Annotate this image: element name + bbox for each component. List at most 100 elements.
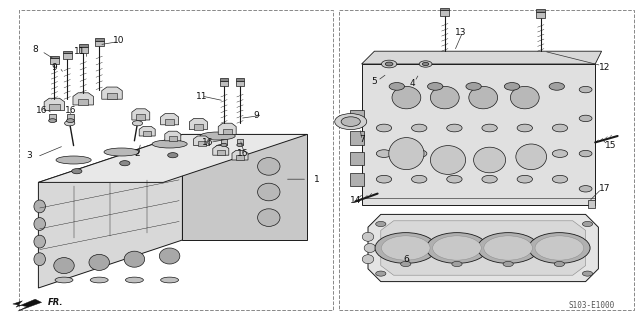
- Circle shape: [168, 153, 178, 158]
- Text: 14: 14: [349, 196, 361, 204]
- Circle shape: [67, 119, 74, 123]
- Circle shape: [419, 61, 432, 67]
- Circle shape: [376, 175, 392, 183]
- Bar: [63, 53, 72, 59]
- Bar: [50, 58, 59, 64]
- Ellipse shape: [258, 183, 280, 201]
- Circle shape: [216, 145, 226, 150]
- Ellipse shape: [34, 253, 45, 266]
- Polygon shape: [368, 214, 598, 282]
- Ellipse shape: [34, 200, 45, 213]
- Text: 9: 9: [253, 111, 259, 120]
- Ellipse shape: [362, 255, 374, 264]
- Text: 2: 2: [135, 149, 140, 158]
- Ellipse shape: [430, 146, 466, 174]
- Bar: [95, 38, 104, 41]
- Bar: [588, 200, 595, 208]
- Circle shape: [484, 236, 532, 260]
- Polygon shape: [38, 134, 182, 288]
- Circle shape: [582, 221, 593, 227]
- Bar: [63, 51, 72, 53]
- Circle shape: [552, 124, 568, 132]
- Text: 1: 1: [314, 175, 319, 184]
- Circle shape: [376, 271, 386, 276]
- Circle shape: [221, 143, 227, 147]
- Bar: [339, 10, 634, 310]
- Ellipse shape: [55, 277, 73, 283]
- Polygon shape: [140, 126, 156, 136]
- Polygon shape: [44, 98, 65, 110]
- Ellipse shape: [362, 232, 374, 241]
- Ellipse shape: [258, 209, 280, 227]
- Polygon shape: [161, 114, 179, 125]
- Polygon shape: [165, 119, 174, 125]
- Ellipse shape: [474, 147, 506, 173]
- Bar: [350, 110, 364, 124]
- Circle shape: [447, 175, 462, 183]
- Ellipse shape: [54, 258, 74, 274]
- Ellipse shape: [516, 144, 547, 170]
- Circle shape: [552, 175, 568, 183]
- Circle shape: [341, 117, 360, 126]
- Polygon shape: [236, 155, 244, 160]
- Polygon shape: [132, 109, 150, 120]
- Text: 8: 8: [33, 45, 38, 54]
- Circle shape: [389, 83, 404, 90]
- Polygon shape: [362, 51, 602, 64]
- Text: 6: 6: [404, 255, 409, 264]
- Circle shape: [381, 236, 430, 260]
- Circle shape: [549, 83, 564, 90]
- Bar: [220, 81, 228, 86]
- Bar: [236, 81, 244, 86]
- Circle shape: [72, 169, 82, 174]
- Bar: [67, 114, 74, 121]
- Circle shape: [385, 62, 393, 66]
- Circle shape: [529, 233, 590, 263]
- Bar: [350, 131, 364, 145]
- Polygon shape: [193, 136, 210, 146]
- Bar: [49, 114, 56, 121]
- Text: 15: 15: [605, 141, 617, 150]
- Circle shape: [412, 150, 427, 157]
- Text: 12: 12: [599, 63, 611, 72]
- Ellipse shape: [34, 235, 45, 248]
- Circle shape: [412, 124, 427, 132]
- Polygon shape: [169, 136, 177, 141]
- Polygon shape: [136, 115, 145, 120]
- Circle shape: [49, 119, 56, 123]
- Circle shape: [466, 83, 481, 90]
- Polygon shape: [102, 87, 122, 99]
- Text: 16: 16: [202, 138, 214, 147]
- Circle shape: [504, 83, 520, 90]
- Bar: [440, 10, 449, 16]
- Bar: [19, 10, 333, 310]
- Circle shape: [375, 233, 436, 263]
- Polygon shape: [189, 118, 207, 130]
- Text: 13: 13: [455, 28, 467, 36]
- Circle shape: [335, 114, 367, 130]
- Polygon shape: [232, 150, 248, 160]
- Circle shape: [517, 124, 532, 132]
- Text: S103-E1000: S103-E1000: [568, 301, 614, 310]
- Polygon shape: [218, 123, 236, 134]
- Text: 11: 11: [74, 47, 86, 56]
- Circle shape: [579, 86, 592, 93]
- Polygon shape: [223, 129, 232, 134]
- Ellipse shape: [89, 254, 109, 270]
- Bar: [536, 12, 545, 18]
- Bar: [536, 9, 545, 12]
- Circle shape: [579, 150, 592, 157]
- Circle shape: [65, 121, 75, 126]
- Text: 7: 7: [359, 135, 364, 144]
- Bar: [95, 41, 104, 46]
- Polygon shape: [362, 64, 595, 205]
- Polygon shape: [13, 299, 42, 311]
- Circle shape: [412, 175, 427, 183]
- Circle shape: [120, 161, 130, 166]
- Text: 16: 16: [237, 149, 249, 158]
- Ellipse shape: [511, 86, 539, 109]
- Text: 5: 5: [372, 77, 377, 86]
- Ellipse shape: [161, 277, 179, 283]
- Ellipse shape: [104, 148, 140, 156]
- Bar: [79, 47, 88, 53]
